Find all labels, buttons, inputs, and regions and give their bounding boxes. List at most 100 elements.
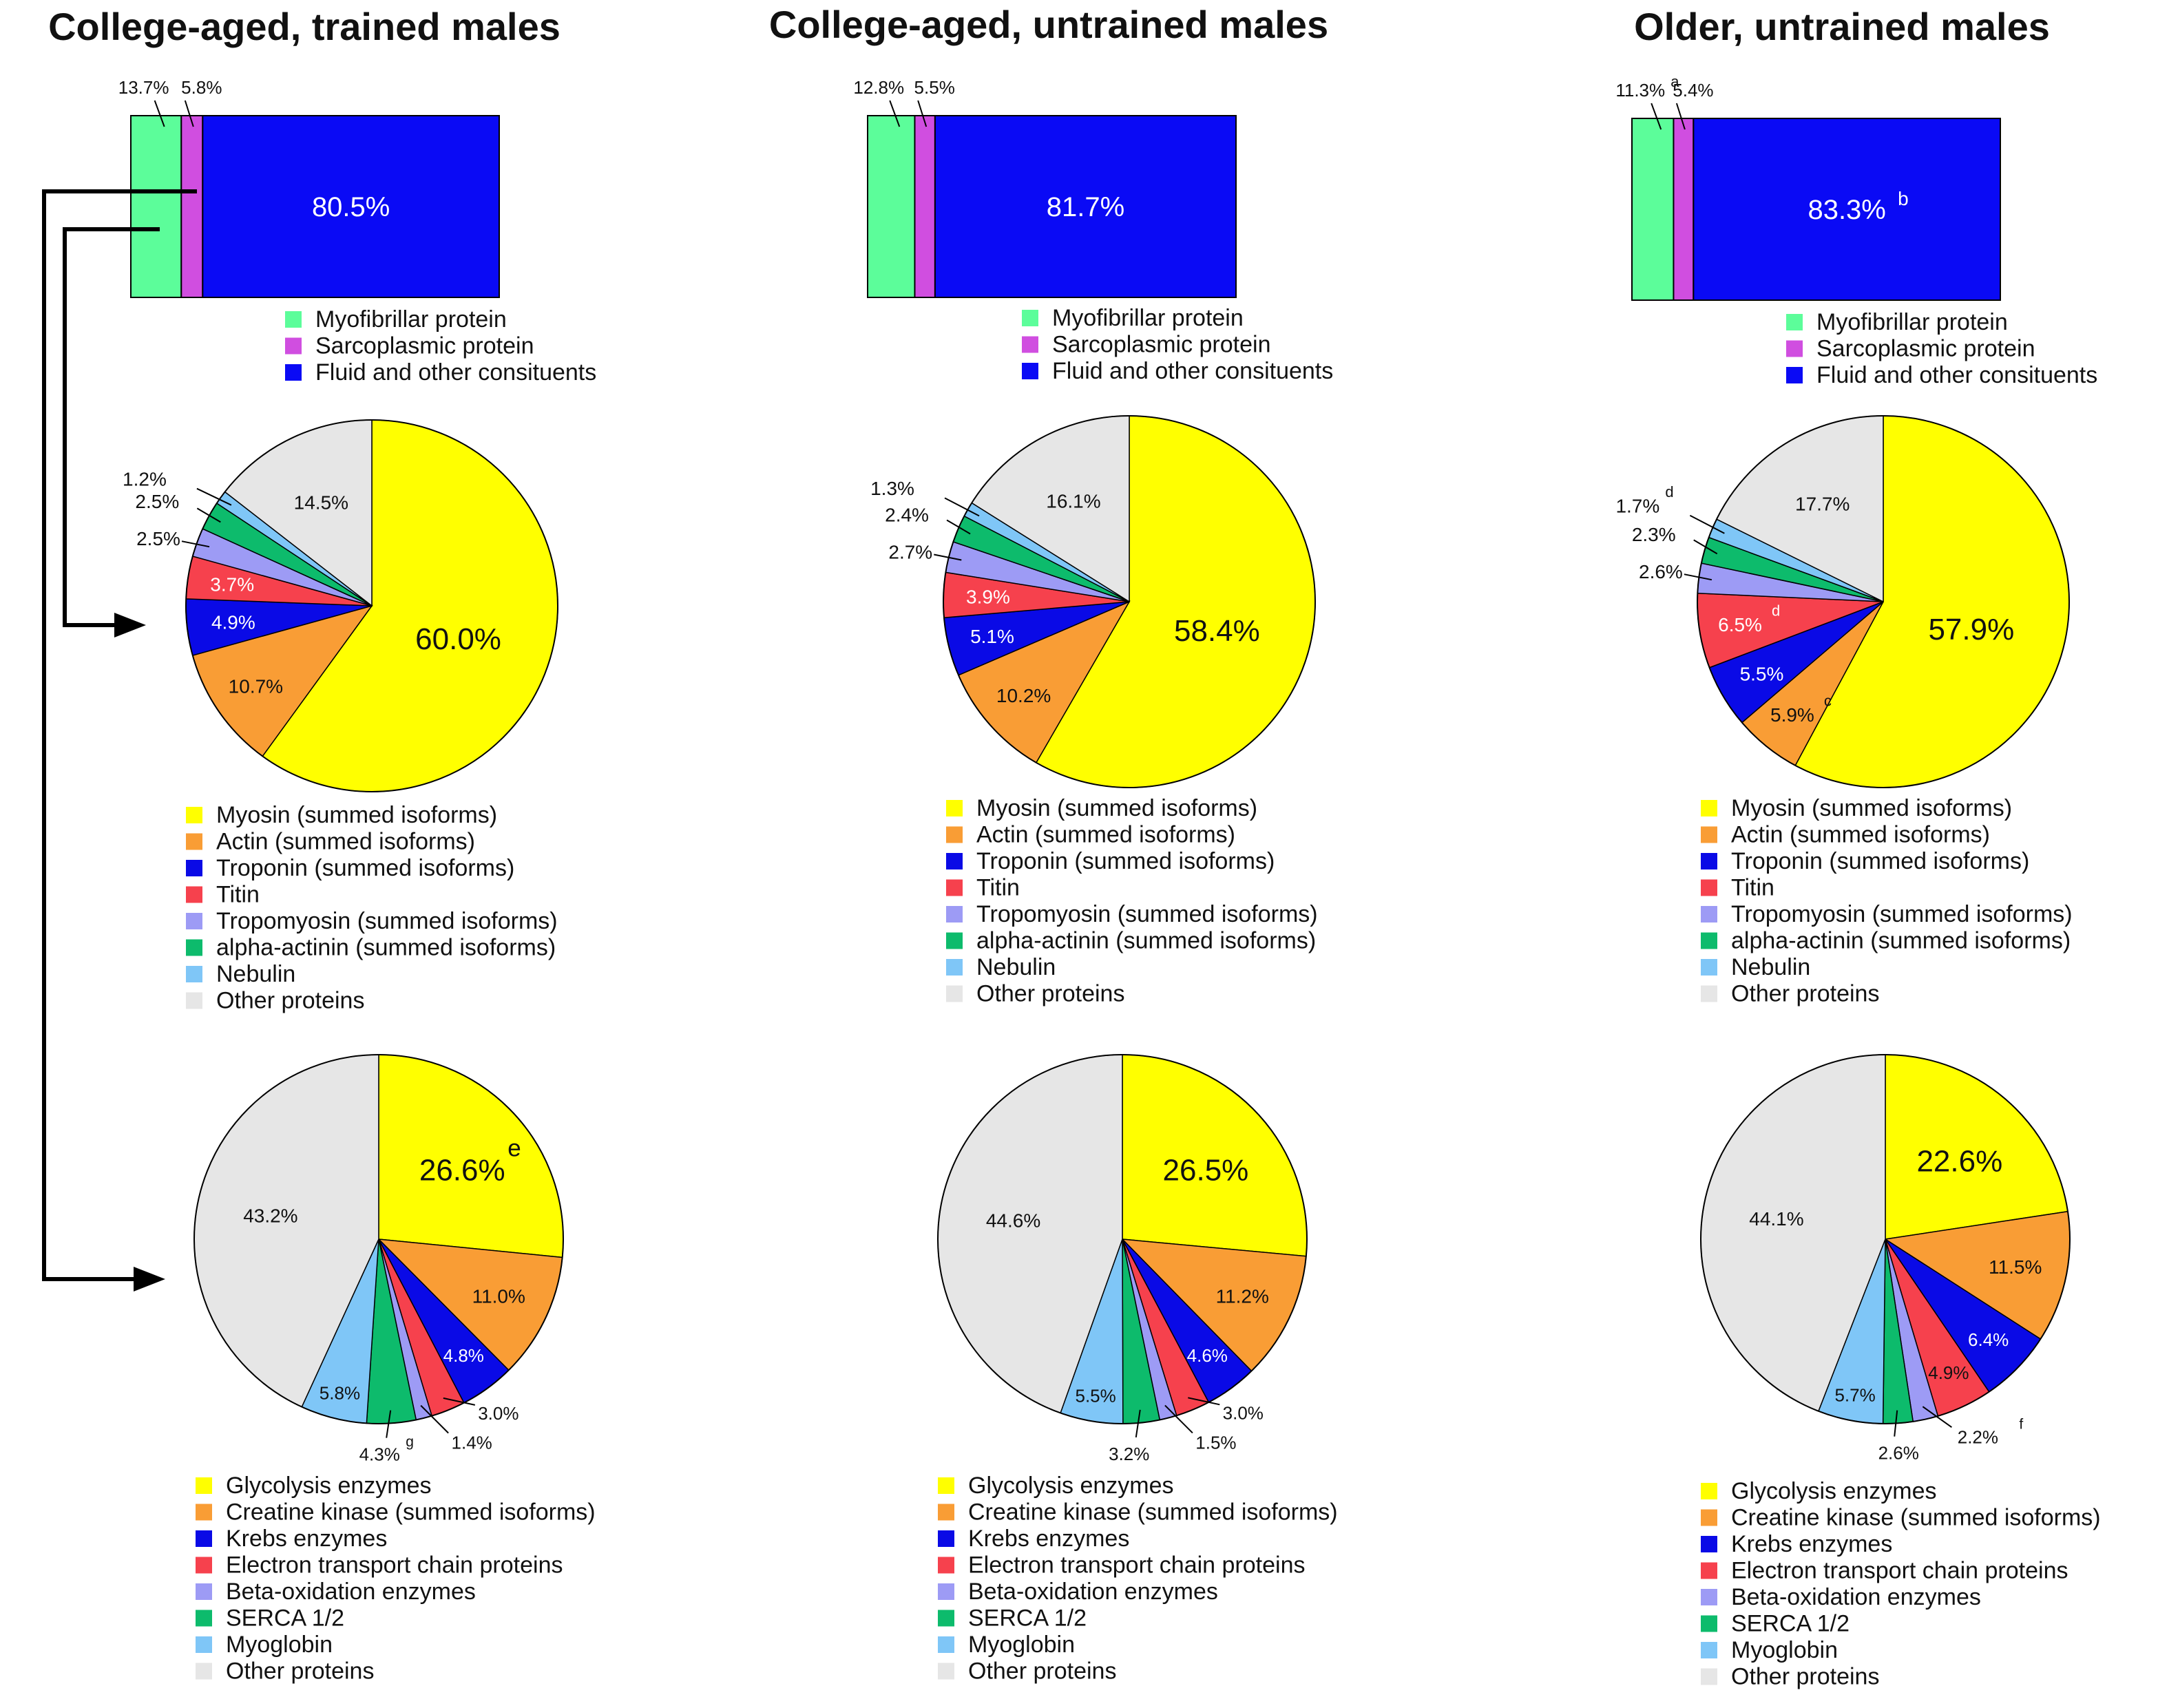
legend-label: Other proteins xyxy=(976,981,1124,1007)
slice-value-label: 1.5% xyxy=(1195,1433,1236,1453)
pie-outline xyxy=(1700,1054,2071,1424)
superscript-mark: a xyxy=(1670,73,1679,90)
slice-value-label: 5.5% xyxy=(1075,1385,1115,1406)
legend-swatch xyxy=(285,337,302,355)
leader-line xyxy=(443,1397,476,1406)
leader-line xyxy=(420,1404,449,1434)
slice-value-label: 5.8% xyxy=(319,1383,360,1404)
leader-line xyxy=(1135,1409,1141,1438)
slice-value-label: 4.9% xyxy=(211,611,255,633)
legend-label: Krebs enzymes xyxy=(968,1526,1129,1552)
legend-label: Actin (summed isoforms) xyxy=(976,822,1235,848)
slice-value-label: 3.2% xyxy=(1109,1444,1149,1464)
legend-label: Beta-oxidation enzymes xyxy=(1731,1584,1981,1610)
slice-value-label: 2.7% xyxy=(888,541,932,562)
leader-line xyxy=(1689,514,1725,534)
pie-chart: 26.6%e 11.0% 4.8% 3.0% 1.4% 4.3% g 5.8% 43.2% Gly… xyxy=(193,1054,596,1685)
slice-value-label: 4.8% xyxy=(443,1345,484,1366)
slice-value-label: 2.4% xyxy=(885,504,929,525)
legend-swatch xyxy=(938,1583,954,1600)
leader-line xyxy=(184,100,194,127)
slice-value-label: 5.5% xyxy=(1740,663,1784,684)
slice-value-label: 26.5% xyxy=(1163,1153,1249,1187)
bar-segment-sarcoplasmic xyxy=(914,115,936,298)
slice-value-label: 3.7% xyxy=(210,573,254,595)
bar-segment-myofibrillar xyxy=(867,115,916,298)
legend-label: Fluid and other consituents xyxy=(315,359,596,386)
legend-swatch xyxy=(946,906,963,922)
leader-line xyxy=(944,497,980,517)
bar-value-label: 11.3% xyxy=(1615,80,1665,101)
arrow-sarcoplasmic xyxy=(42,189,197,1281)
slice-value-label: 44.6% xyxy=(986,1210,1040,1231)
legend-label: Actin (summed isoforms) xyxy=(216,829,475,855)
legend-swatch xyxy=(1786,340,1803,357)
legend-label: Other proteins xyxy=(216,988,364,1014)
leader-line xyxy=(1188,1397,1220,1406)
legend-swatch xyxy=(196,1610,212,1627)
bar-value-label: 83.3% xyxy=(1808,195,1885,225)
pie-chart: 22.6% 11.5% 6.4% 4.9% 2.2% f 2.6% 5.7% 44.1% Glyc… xyxy=(1700,1054,2101,1690)
legend-swatch xyxy=(196,1636,212,1653)
superscript-mark: f xyxy=(2019,1417,2023,1433)
legend-label: Creatine kinase (summed isoforms) xyxy=(1731,1505,2101,1531)
legend-label: Sarcoplasmic protein xyxy=(315,333,534,359)
leader-line xyxy=(917,100,928,127)
legend-label: Fluid and other consituents xyxy=(1052,358,1333,384)
legend-swatch xyxy=(285,311,302,328)
slice-value-label: 26.6% xyxy=(419,1154,505,1188)
legend-swatch xyxy=(938,1663,954,1680)
slice-value-label: 60.0% xyxy=(415,622,501,656)
arrowhead-icon xyxy=(114,613,146,637)
slice-value-label: 3.0% xyxy=(478,1403,518,1424)
legend-swatch xyxy=(186,833,202,850)
slice-value-label: 2.2% xyxy=(1958,1426,1998,1447)
slice-value-label: 6.5% xyxy=(1718,614,1762,635)
pie-outline xyxy=(193,1054,564,1424)
legend-swatch xyxy=(285,364,302,381)
superscript-mark: b xyxy=(1898,188,1909,209)
legend-label: Myosin (summed isoforms) xyxy=(1731,795,2012,821)
legend-label: Tropomyosin (summed isoforms) xyxy=(216,908,558,934)
leader-line xyxy=(934,553,962,561)
superscript-mark: g xyxy=(406,1434,414,1450)
slice-value-label: 6.4% xyxy=(1968,1329,2009,1350)
legend-label: Creatine kinase (summed isoforms) xyxy=(968,1499,1338,1526)
legend-label: Myoglobin xyxy=(226,1632,333,1658)
legend-swatch xyxy=(938,1530,954,1547)
legend-label: SERCA 1/2 xyxy=(968,1605,1087,1632)
bar-segment-sarcoplasmic xyxy=(1673,118,1695,301)
pie-chart: 58.4% 10.2% 5.1% 3.9% 2.7% 2.4% 1.3% 16.1% Myosi… xyxy=(870,415,1318,1007)
legend-label: Sarcoplasmic protein xyxy=(1052,332,1270,358)
legend-label: Glycolysis enzymes xyxy=(968,1473,1174,1499)
pie-chart: 57.9% 5.9% c 5.5% 6.5% d 2.6% 2.3% 1.7% d 17.7% Myo… xyxy=(1615,415,2073,1007)
legend-swatch xyxy=(1701,800,1717,816)
bar-segment-fluid xyxy=(934,115,1237,298)
arrow-myofibrillar xyxy=(63,227,160,627)
leader-line xyxy=(1693,539,1718,555)
leader-line xyxy=(946,519,971,535)
slice-value-label: 11.2% xyxy=(1216,1286,1269,1307)
superscript-mark: e xyxy=(507,1135,521,1161)
slice-value-label: 2.5% xyxy=(135,491,179,512)
slice-value-label: 1.4% xyxy=(452,1433,492,1453)
legend-swatch xyxy=(186,886,202,903)
legend-swatch xyxy=(938,1557,954,1574)
leader-line xyxy=(1684,573,1712,581)
legend-swatch xyxy=(938,1504,954,1521)
bar-value-label: 5.8% xyxy=(181,77,222,98)
superscript-mark: c xyxy=(1824,692,1832,709)
legend-label: Troponin (summed isoforms) xyxy=(216,855,514,881)
legend-swatch xyxy=(938,1477,954,1494)
slice-value-label: 10.7% xyxy=(229,676,283,697)
arrowhead-icon xyxy=(134,1267,165,1291)
legend-swatch xyxy=(946,800,963,816)
slice-value-label: 2.6% xyxy=(1639,561,1683,582)
bar-value-label: 81.7% xyxy=(1047,192,1124,222)
pie-outline xyxy=(943,415,1316,788)
legend-label: Other proteins xyxy=(1731,1664,1879,1690)
leader-line xyxy=(1894,1410,1898,1437)
legend-label: Myosin (summed isoforms) xyxy=(976,795,1257,821)
legend-label: Electron transport chain proteins xyxy=(968,1552,1305,1579)
